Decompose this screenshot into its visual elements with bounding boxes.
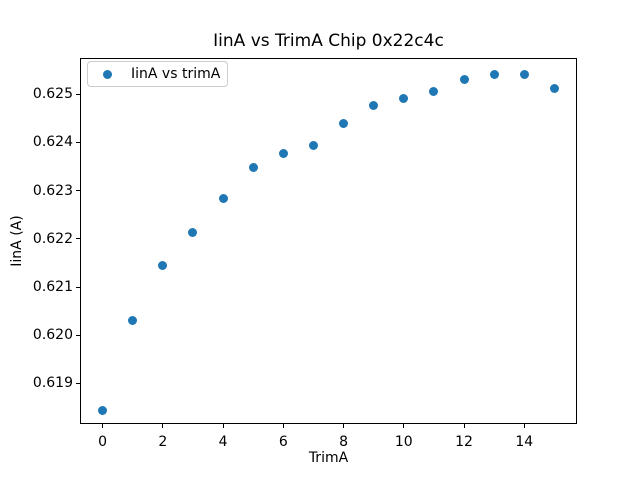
data-point <box>128 316 138 326</box>
y-tick-label: 0.624 <box>32 134 73 151</box>
data-point <box>218 194 228 204</box>
legend: IinA vs trimA <box>87 61 228 87</box>
data-point <box>489 70 499 80</box>
data-point <box>519 70 529 80</box>
data-point <box>248 163 258 173</box>
y-axis-label: IinA (A) <box>9 215 25 267</box>
y-tick <box>76 238 80 240</box>
y-tick-label: 0.625 <box>32 86 73 103</box>
x-tick-label: 8 <box>339 434 348 450</box>
data-point <box>339 119 349 129</box>
y-tick-label: 0.623 <box>32 182 73 199</box>
x-tick <box>343 424 345 428</box>
data-point <box>549 84 559 94</box>
x-tick <box>403 424 405 428</box>
data-point <box>429 86 439 96</box>
x-tick-label: 0 <box>98 434 108 450</box>
data-point <box>98 406 108 416</box>
y-tick <box>76 190 80 192</box>
y-tick <box>76 382 80 384</box>
x-tick <box>102 424 104 428</box>
x-tick <box>222 424 224 428</box>
y-tick <box>76 286 80 288</box>
data-point <box>459 75 469 85</box>
x-tick-label: 4 <box>218 434 228 450</box>
y-tick <box>76 93 80 95</box>
x-tick <box>162 424 164 428</box>
x-tick-label: 2 <box>158 434 168 450</box>
data-point <box>308 141 318 151</box>
y-tick-label: 0.621 <box>32 279 73 296</box>
data-point <box>278 149 288 159</box>
y-tick-label: 0.619 <box>32 375 73 392</box>
data-point <box>158 261 168 271</box>
plot-area <box>80 58 577 424</box>
legend-label: IinA vs trimA <box>131 66 221 82</box>
x-tick-label: 12 <box>455 434 473 450</box>
legend-marker-icon <box>103 69 112 79</box>
x-axis-label: TrimA <box>308 450 349 466</box>
x-tick <box>463 424 465 428</box>
y-tick <box>76 334 80 336</box>
x-tick <box>282 424 284 428</box>
x-tick <box>523 424 525 428</box>
y-tick-label: 0.622 <box>32 230 73 247</box>
chart-title: IinA vs TrimA Chip 0x22c4c <box>213 31 444 51</box>
x-tick-label: 6 <box>278 434 288 450</box>
data-point <box>188 227 198 237</box>
x-tick-label: 14 <box>515 434 534 450</box>
data-point <box>369 101 379 111</box>
y-tick <box>76 141 80 143</box>
data-point <box>399 94 409 104</box>
y-tick-label: 0.620 <box>32 327 73 344</box>
x-tick-label: 10 <box>394 434 413 450</box>
